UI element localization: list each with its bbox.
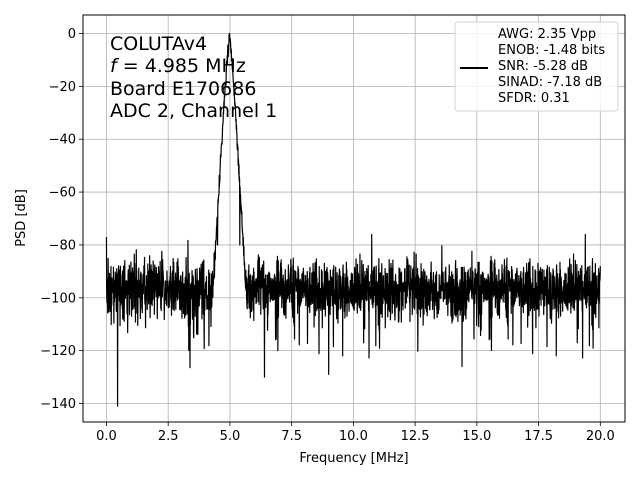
legend-sfdr: SFDR: 0.31: [498, 91, 570, 106]
legend-sinad: SINAD: -7.18 dB: [498, 75, 602, 90]
y-axis: 0 −20 −40 −60 −80 −100 −120 −140: [40, 27, 83, 412]
y-tick-label: −60: [49, 186, 76, 201]
legend-snr: SNR: -5.28 dB: [498, 59, 588, 74]
x-tick-label: 15.0: [462, 429, 491, 444]
x-tick-label: 10.0: [339, 429, 368, 444]
y-tick-label: −40: [49, 133, 76, 148]
y-axis-label: PSD [dB]: [14, 189, 29, 247]
x-tick-label: 17.5: [524, 429, 553, 444]
x-tick-label: 0.0: [96, 429, 117, 444]
annotation-block: COLUTAv4 f = 4.985 MHz Board E170686 ADC…: [110, 33, 277, 122]
y-tick-label: −140: [40, 397, 76, 412]
y-tick-label: −80: [49, 238, 76, 253]
psd-series: [105, 32, 601, 407]
x-tick-label: 20.0: [586, 429, 615, 444]
legend-box: [454, 21, 619, 112]
y-tick-label: −20: [49, 80, 76, 95]
annotation-board: Board E170686: [110, 78, 256, 100]
frequency-symbol: f: [110, 55, 120, 77]
y-tick-label: −100: [40, 291, 76, 306]
annotation-frequency: f = 4.985 MHz: [110, 55, 246, 77]
x-tick-label: 5.0: [220, 429, 241, 444]
plot-frame: [82, 14, 626, 423]
y-tick-label: −120: [40, 344, 76, 359]
legend-awg: AWG: 2.35 Vpp: [498, 27, 596, 42]
x-tick-label: 7.5: [281, 429, 302, 444]
y-tick-label: 0: [68, 27, 76, 42]
x-tick-label: 12.5: [401, 429, 430, 444]
legend: AWG: 2.35 Vpp ENOB: -1.48 bits SNR: -5.2…: [454, 21, 619, 112]
legend-enob: ENOB: -1.48 bits: [498, 43, 605, 58]
psd-line: [105, 32, 601, 407]
frequency-value: = 4.985 MHz: [117, 55, 246, 77]
x-axis: 0.0 2.5 5.0 7.5 10.0 12.5 15.0 17.5 20.0: [96, 422, 615, 444]
annotation-chip-name: COLUTAv4: [110, 33, 207, 55]
x-tick-label: 2.5: [158, 429, 179, 444]
annotation-channel: ADC 2, Channel 1: [110, 100, 277, 122]
x-axis-label: Frequency [MHz]: [299, 451, 408, 466]
